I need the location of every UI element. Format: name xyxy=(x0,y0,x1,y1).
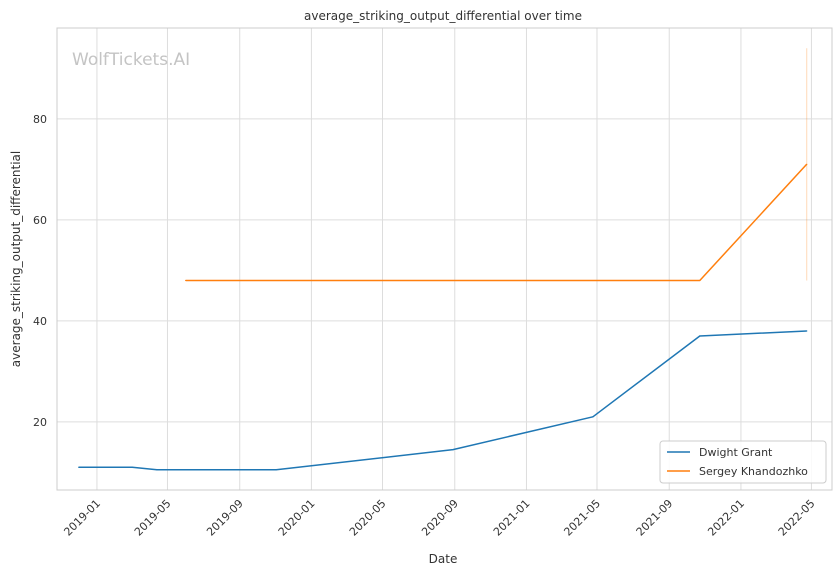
data-point-sergey-khandozhko xyxy=(185,279,187,282)
watermark-text: WolfTickets.AI xyxy=(72,50,190,70)
y-tick-label: 80 xyxy=(33,113,47,126)
legend-box xyxy=(659,440,827,484)
x-axis-label: Date xyxy=(429,552,458,566)
series-line-dwight-grant xyxy=(78,330,807,471)
data-point-dwight-grant xyxy=(156,469,158,471)
data-point-sergey-khandozhko xyxy=(806,163,808,165)
data-point-dwight-grant xyxy=(806,330,808,332)
data-point-dwight-grant xyxy=(699,335,701,337)
data-point-dwight-grant xyxy=(592,416,594,418)
data-point-dwight-grant xyxy=(78,466,80,468)
y-tick-label: 40 xyxy=(33,315,47,328)
legend-label-dwight-grant: Dwight Grant xyxy=(699,446,773,459)
legend-label-sergey-khandozhko: Sergey Khandozhko xyxy=(699,465,808,478)
data-point-dwight-grant xyxy=(452,449,454,451)
legend: Dwight Grant Sergey Khandozhko xyxy=(659,440,827,484)
chart-title: average_striking_output_differential ove… xyxy=(304,9,582,23)
plot-area-frame xyxy=(56,27,833,491)
data-point-sergey-khandozhko xyxy=(699,279,701,282)
y-tick-label: 60 xyxy=(33,214,47,227)
grid xyxy=(57,28,832,490)
series-layer xyxy=(78,48,808,471)
data-point-dwight-grant xyxy=(275,469,277,471)
y-axis-label: average_striking_output_differential xyxy=(9,151,23,367)
y-tick-label: 20 xyxy=(33,416,47,429)
data-point-dwight-grant xyxy=(131,466,133,468)
